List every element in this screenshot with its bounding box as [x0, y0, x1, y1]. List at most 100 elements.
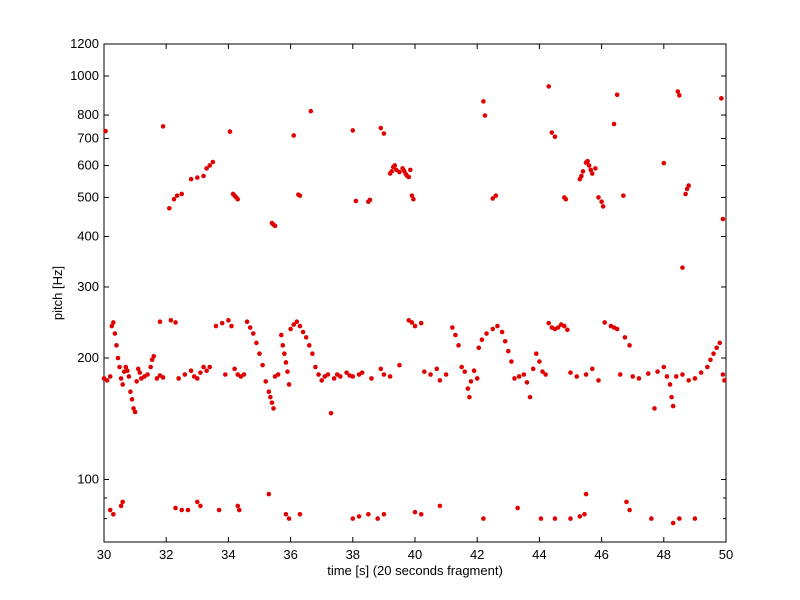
data-point	[577, 514, 583, 519]
data-point	[283, 360, 289, 365]
data-point	[201, 364, 206, 370]
y-tick-label: 1000	[70, 68, 99, 83]
data-point	[602, 320, 608, 325]
data-point	[437, 503, 443, 509]
data-point	[686, 183, 691, 188]
data-point	[568, 370, 573, 375]
data-point	[126, 374, 132, 379]
data-point	[356, 514, 362, 519]
data-point	[568, 516, 573, 521]
data-point	[226, 318, 231, 323]
data-point	[530, 366, 536, 372]
data-point	[459, 364, 464, 370]
data-point	[195, 376, 200, 381]
data-point	[524, 380, 530, 385]
data-point	[103, 128, 108, 134]
data-point	[621, 193, 626, 198]
data-point	[624, 499, 629, 505]
data-point	[664, 374, 670, 379]
data-point	[490, 326, 496, 332]
data-point	[677, 516, 682, 521]
data-point	[533, 351, 539, 356]
data-point	[538, 516, 544, 521]
data-point	[443, 372, 449, 377]
data-point	[232, 366, 237, 372]
data-point	[167, 205, 172, 211]
data-point	[308, 108, 314, 114]
data-point	[412, 509, 418, 515]
data-point	[283, 511, 289, 517]
data-point	[350, 516, 356, 521]
data-point	[593, 166, 598, 171]
data-point	[286, 516, 292, 521]
data-point	[244, 319, 250, 325]
data-point	[627, 343, 632, 348]
data-point	[512, 376, 517, 381]
data-point	[338, 374, 343, 379]
data-point	[661, 160, 667, 166]
data-point	[182, 372, 188, 377]
data-point	[708, 357, 713, 363]
data-point	[481, 99, 486, 104]
x-tick-label: 30	[97, 547, 111, 562]
data-point	[614, 92, 620, 98]
data-point	[350, 374, 356, 379]
data-point	[291, 133, 297, 138]
y-tick-label: 800	[77, 107, 99, 122]
data-point	[670, 520, 676, 526]
data-point	[698, 370, 704, 375]
data-point	[118, 376, 124, 381]
x-tick-label: 40	[408, 547, 422, 562]
data-point	[600, 204, 606, 209]
data-point	[381, 131, 387, 136]
data-point	[670, 403, 676, 409]
data-point	[118, 503, 124, 509]
data-point	[235, 196, 241, 202]
data-point	[154, 376, 160, 381]
data-point	[471, 368, 477, 374]
data-point	[107, 374, 113, 379]
data-point	[467, 394, 472, 400]
data-point	[636, 376, 642, 381]
data-point	[418, 320, 424, 326]
data-point	[306, 343, 312, 348]
data-point	[111, 511, 116, 517]
data-point	[207, 364, 213, 370]
data-point	[627, 507, 632, 513]
x-tick-label: 36	[283, 547, 297, 562]
data-point	[588, 167, 594, 173]
data-point	[389, 169, 394, 174]
data-point	[537, 359, 542, 364]
data-point	[286, 382, 292, 387]
data-point	[611, 121, 617, 127]
data-point	[176, 376, 181, 381]
data-point	[195, 499, 200, 505]
data-point	[714, 345, 719, 351]
data-point	[680, 265, 685, 270]
data-point	[675, 89, 681, 94]
data-point	[493, 193, 499, 198]
data-point	[160, 375, 166, 380]
data-point	[291, 322, 297, 327]
data-point	[369, 376, 374, 381]
data-point	[453, 332, 458, 338]
data-point	[112, 331, 118, 336]
data-point	[250, 331, 256, 336]
data-point	[482, 113, 488, 118]
data-point	[204, 166, 209, 171]
data-point	[667, 382, 673, 387]
data-point	[269, 400, 275, 405]
data-point	[583, 372, 589, 377]
data-point	[468, 379, 474, 384]
data-point	[476, 345, 482, 351]
data-point	[516, 374, 522, 379]
data-point	[649, 516, 654, 521]
data-point	[422, 369, 427, 374]
data-point	[285, 369, 290, 374]
data-point	[720, 372, 726, 377]
data-point	[294, 319, 300, 325]
data-point	[589, 366, 595, 372]
data-point	[171, 196, 177, 202]
x-tick-label: 34	[221, 547, 235, 562]
